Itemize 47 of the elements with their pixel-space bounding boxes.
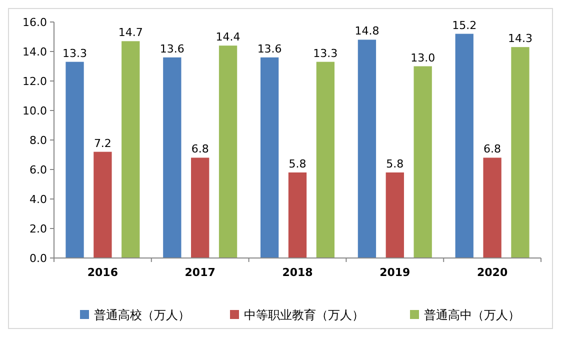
- bar: [163, 57, 182, 258]
- data-label: 14.3: [508, 32, 532, 46]
- data-label: 6.8: [191, 142, 209, 156]
- bar: [455, 34, 474, 258]
- x-tick-label: 2019: [380, 266, 410, 279]
- y-tick-label: 14.0: [22, 45, 47, 58]
- data-label: 13.0: [410, 51, 436, 64]
- bar: [122, 41, 140, 258]
- bar: [191, 158, 210, 258]
- bar: [386, 172, 404, 258]
- bar: [483, 158, 502, 258]
- data-label: 7.2: [94, 136, 112, 150]
- bar: [288, 172, 307, 258]
- y-tick-label: 12.0: [22, 74, 47, 88]
- y-tick-label: 4.0: [30, 192, 47, 206]
- data-label: 14.8: [354, 24, 380, 38]
- bar: [511, 47, 530, 258]
- x-tick-label: 2017: [184, 266, 216, 279]
- bar: [218, 46, 238, 258]
- y-tick-label: 8.0: [30, 134, 47, 147]
- data-label: 13.3: [62, 46, 88, 60]
- y-tick-label: 6.0: [30, 163, 47, 176]
- data-label: 15.2: [452, 18, 477, 32]
- bar: [414, 66, 432, 258]
- x-tick-label: 2016: [87, 266, 118, 279]
- data-label: 5.8: [386, 157, 404, 170]
- data-label: 14.4: [216, 30, 240, 44]
- bar: [260, 57, 279, 258]
- data-label: 13.6: [160, 42, 184, 56]
- x-tick-label: 2018: [282, 266, 313, 279]
- legend-label: 普通高校（万人）: [94, 308, 190, 322]
- data-label: 5.8: [288, 157, 306, 170]
- y-tick-label: 0.0: [30, 252, 47, 265]
- data-label: 14.7: [118, 26, 143, 40]
- data-label: 6.8: [484, 142, 502, 156]
- bar: [316, 62, 335, 258]
- bar: [94, 152, 112, 258]
- legend-label: 中等职业教育（万人）: [244, 308, 364, 322]
- x-tick-label: 2020: [476, 266, 508, 279]
- y-tick-label: 2.0: [30, 222, 47, 236]
- data-label: 13.3: [313, 46, 338, 60]
- y-tick-label: 10.0: [22, 104, 47, 118]
- data-label: 13.6: [257, 42, 282, 56]
- bar: [66, 62, 84, 258]
- y-tick-label: 16.0: [22, 16, 47, 29]
- bar: [358, 40, 376, 258]
- legend-label: 普通高中（万人）: [424, 308, 520, 322]
